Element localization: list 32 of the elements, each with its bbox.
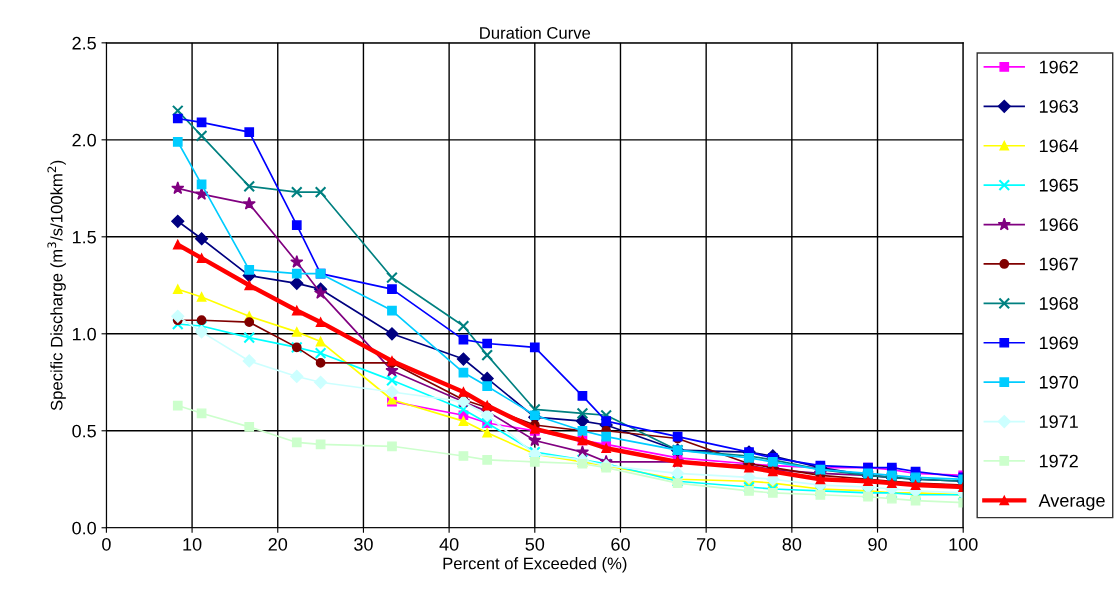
legend-label: 1970 [1039, 375, 1079, 389]
x-tick-label: 90 [868, 537, 887, 551]
x-tick-label: 30 [354, 537, 373, 551]
legend-label: 1965 [1039, 178, 1078, 192]
legend-label: 1971 [1039, 415, 1078, 429]
legend-label: 1963 [1039, 100, 1078, 113]
x-tick-label: 40 [439, 537, 459, 551]
y-tick-label: 0.5 [72, 424, 96, 438]
legend-label: 1969 [1039, 336, 1078, 350]
y-tick-label: 2.0 [72, 133, 96, 147]
legend-label: 1967 [1039, 257, 1078, 271]
y-tick-label: 0.0 [72, 521, 96, 535]
x-tick-label: 60 [611, 537, 630, 551]
y-tick-label: 1.5 [72, 230, 96, 244]
x-tick-label: 10 [183, 537, 202, 551]
y-tick-label: 1.0 [72, 327, 96, 341]
x-tick-label: 20 [268, 537, 288, 551]
x-tick-label: 0 [102, 537, 111, 551]
x-tick-label: 50 [525, 537, 545, 551]
chart-title: Duration Curve [480, 26, 591, 39]
y-tick-label: 2.5 [72, 36, 96, 50]
y-axis-title: Specific Discharge (m$^{3}$/s/100km$^{2}$) [47, 160, 66, 411]
legend-label: 1966 [1039, 218, 1078, 232]
legend-label: 1968 [1039, 297, 1078, 310]
legend-label: 1964 [1039, 139, 1079, 153]
legend-label: 1962 [1039, 60, 1078, 74]
legend-label: 1972 [1039, 454, 1078, 468]
x-tick-label: 70 [697, 537, 716, 551]
x-axis-title: Percent of Exceeded (%) [443, 557, 627, 573]
x-tick-label: 100 [949, 537, 978, 551]
x-tick-label: 80 [782, 537, 802, 551]
legend-label: Average [1038, 494, 1105, 511]
